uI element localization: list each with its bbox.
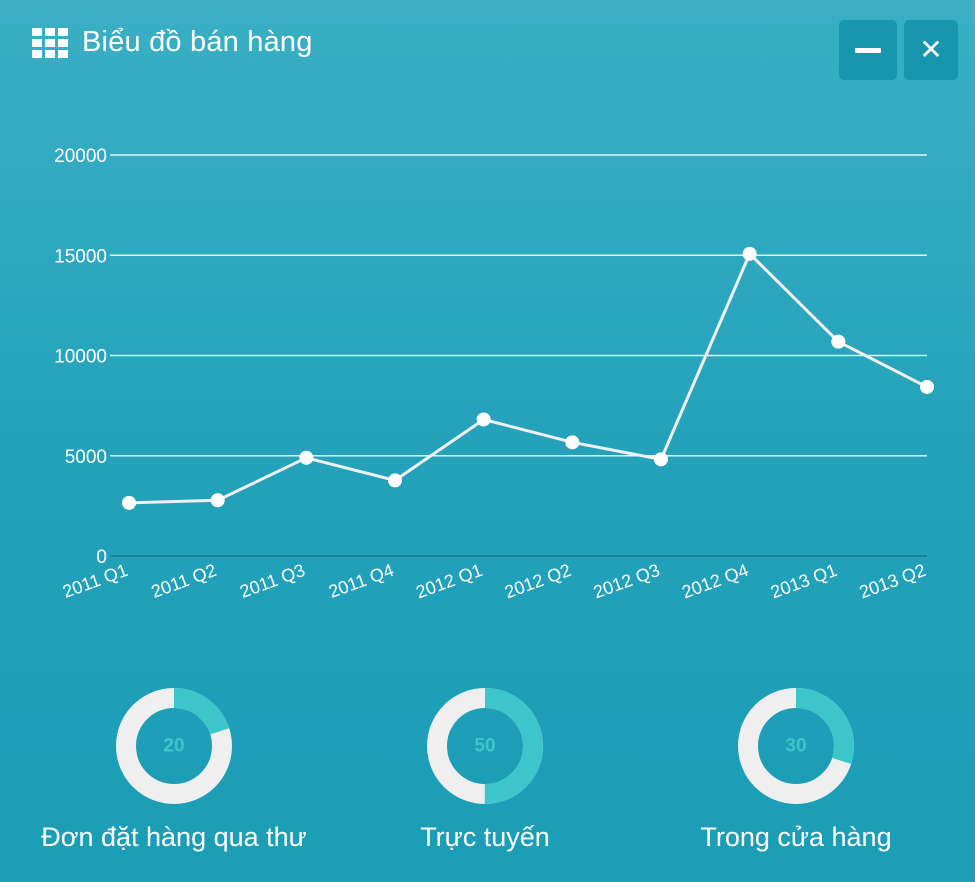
data-point <box>122 495 136 510</box>
y-tick-label: 20000 <box>54 146 107 167</box>
donut-value: 20 <box>163 736 184 757</box>
y-tick-label: 10000 <box>54 347 107 368</box>
y-tick-label: 15000 <box>54 246 107 267</box>
x-tick-label: 2011 Q1 <box>60 560 130 602</box>
x-tick-label: 2011 Q2 <box>149 560 219 602</box>
data-point <box>210 493 225 508</box>
widget-header: Biểu đồ bán hàng <box>32 26 313 59</box>
donut-online: 50 <box>427 688 543 804</box>
data-point <box>654 452 668 467</box>
data-point <box>388 473 402 488</box>
data-point <box>831 334 846 349</box>
donut-progress <box>427 688 543 804</box>
data-point <box>299 450 314 465</box>
close-icon: ✕ <box>919 33 943 66</box>
donut-progress <box>738 688 854 804</box>
grid-icon <box>32 27 68 58</box>
kpi-label: Trong cửa hàng <box>700 822 892 852</box>
close-button[interactable]: ✕ <box>904 20 958 80</box>
donut-mail-order: 20 <box>116 688 232 804</box>
kpi-in-store: 30 Trong cửa hàng <box>631 688 961 853</box>
series-line <box>128 252 928 505</box>
kpi-row: 20 Đơn đặt hàng qua thư 50 Trực tuyến 30… <box>0 688 975 868</box>
widget-title: Biểu đồ bán hàng <box>82 26 313 58</box>
data-point <box>920 379 934 394</box>
kpi-online: 50 Trực tuyến <box>320 688 650 853</box>
data-point <box>476 412 491 427</box>
x-tick-label: 2013 Q2 <box>857 560 929 602</box>
minimize-button[interactable] <box>839 20 897 80</box>
x-tick-label: 2012 Q1 <box>413 560 485 602</box>
donut-in-store: 30 <box>738 688 854 804</box>
sales-line-chart: 0 5000 10000 15000 20000 2011 Q1 2011 Q2 2011 Q… <box>54 146 934 602</box>
kpi-mail-order: 20 Đơn đặt hàng qua thư <box>9 688 339 853</box>
kpi-label: Đơn đặt hàng qua thư <box>41 822 307 852</box>
x-tick-label: 2011 Q3 <box>237 560 307 602</box>
kpi-label: Trực tuyến <box>420 822 550 852</box>
x-tick-label: 2012 Q2 <box>502 560 574 602</box>
x-tick-label: 2012 Q4 <box>679 560 751 602</box>
donut-progress <box>116 688 232 804</box>
data-point <box>742 246 757 261</box>
data-point <box>565 435 580 450</box>
donut-value: 50 <box>474 736 495 757</box>
y-tick-label: 0 <box>96 547 107 568</box>
donut-value: 30 <box>785 736 806 757</box>
x-tick-label: 2013 Q1 <box>768 560 840 602</box>
minimize-icon <box>855 47 881 53</box>
y-tick-label: 5000 <box>65 447 107 468</box>
x-tick-label: 2012 Q3 <box>591 560 663 602</box>
x-tick-label: 2011 Q4 <box>326 560 396 602</box>
